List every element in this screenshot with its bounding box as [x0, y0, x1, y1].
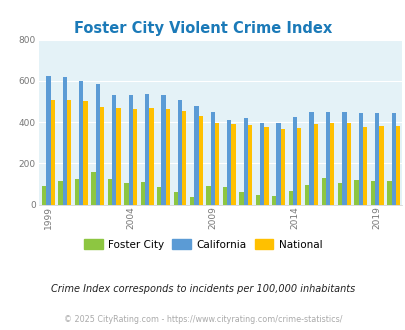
Bar — [341, 112, 346, 205]
Bar — [374, 113, 379, 205]
Bar — [354, 181, 358, 205]
Text: Foster City Violent Crime Index: Foster City Violent Crime Index — [74, 20, 331, 36]
Bar — [190, 197, 194, 205]
Bar — [239, 192, 243, 205]
Bar — [67, 100, 71, 205]
Bar — [292, 116, 296, 205]
Bar — [231, 124, 235, 205]
Bar — [116, 109, 120, 205]
Bar — [215, 122, 219, 205]
Bar — [145, 94, 149, 205]
Bar — [271, 196, 276, 205]
Bar — [165, 109, 170, 205]
Bar — [210, 112, 215, 205]
Bar — [112, 95, 116, 205]
Bar — [255, 195, 260, 205]
Bar — [198, 116, 202, 205]
Legend: Foster City, California, National: Foster City, California, National — [79, 235, 326, 254]
Bar — [51, 100, 55, 205]
Bar — [390, 113, 395, 205]
Bar — [386, 181, 390, 205]
Bar — [58, 181, 63, 205]
Bar — [370, 181, 374, 205]
Bar — [177, 100, 182, 205]
Bar — [96, 84, 100, 205]
Bar — [107, 180, 112, 205]
Bar — [124, 183, 128, 205]
Bar — [42, 186, 46, 205]
Bar — [79, 81, 83, 205]
Text: © 2025 CityRating.com - https://www.cityrating.com/crime-statistics/: © 2025 CityRating.com - https://www.city… — [64, 315, 341, 324]
Bar — [395, 126, 399, 205]
Bar — [182, 111, 186, 205]
Bar — [260, 122, 264, 205]
Bar — [91, 172, 96, 205]
Bar — [362, 127, 367, 205]
Bar — [296, 128, 301, 205]
Bar — [313, 124, 317, 205]
Bar — [247, 125, 252, 205]
Bar — [206, 186, 210, 205]
Bar — [227, 120, 231, 205]
Bar — [280, 129, 284, 205]
Bar — [194, 106, 198, 205]
Bar — [288, 191, 292, 205]
Bar — [100, 107, 104, 205]
Bar — [325, 112, 329, 205]
Bar — [132, 109, 137, 205]
Bar — [337, 183, 341, 205]
Bar — [309, 112, 313, 205]
Bar — [321, 179, 325, 205]
Bar — [46, 76, 51, 205]
Bar — [157, 187, 161, 205]
Bar — [304, 184, 309, 205]
Bar — [140, 182, 145, 205]
Bar — [63, 77, 67, 205]
Bar — [173, 192, 177, 205]
Bar — [243, 117, 247, 205]
Bar — [276, 123, 280, 205]
Bar — [358, 113, 362, 205]
Bar — [149, 108, 153, 205]
Bar — [75, 180, 79, 205]
Bar — [161, 95, 165, 205]
Bar — [83, 102, 87, 205]
Bar — [379, 126, 383, 205]
Bar — [222, 187, 227, 205]
Bar — [128, 95, 132, 205]
Bar — [264, 127, 268, 205]
Bar — [329, 123, 334, 205]
Bar — [346, 122, 350, 205]
Text: Crime Index corresponds to incidents per 100,000 inhabitants: Crime Index corresponds to incidents per… — [51, 284, 354, 294]
